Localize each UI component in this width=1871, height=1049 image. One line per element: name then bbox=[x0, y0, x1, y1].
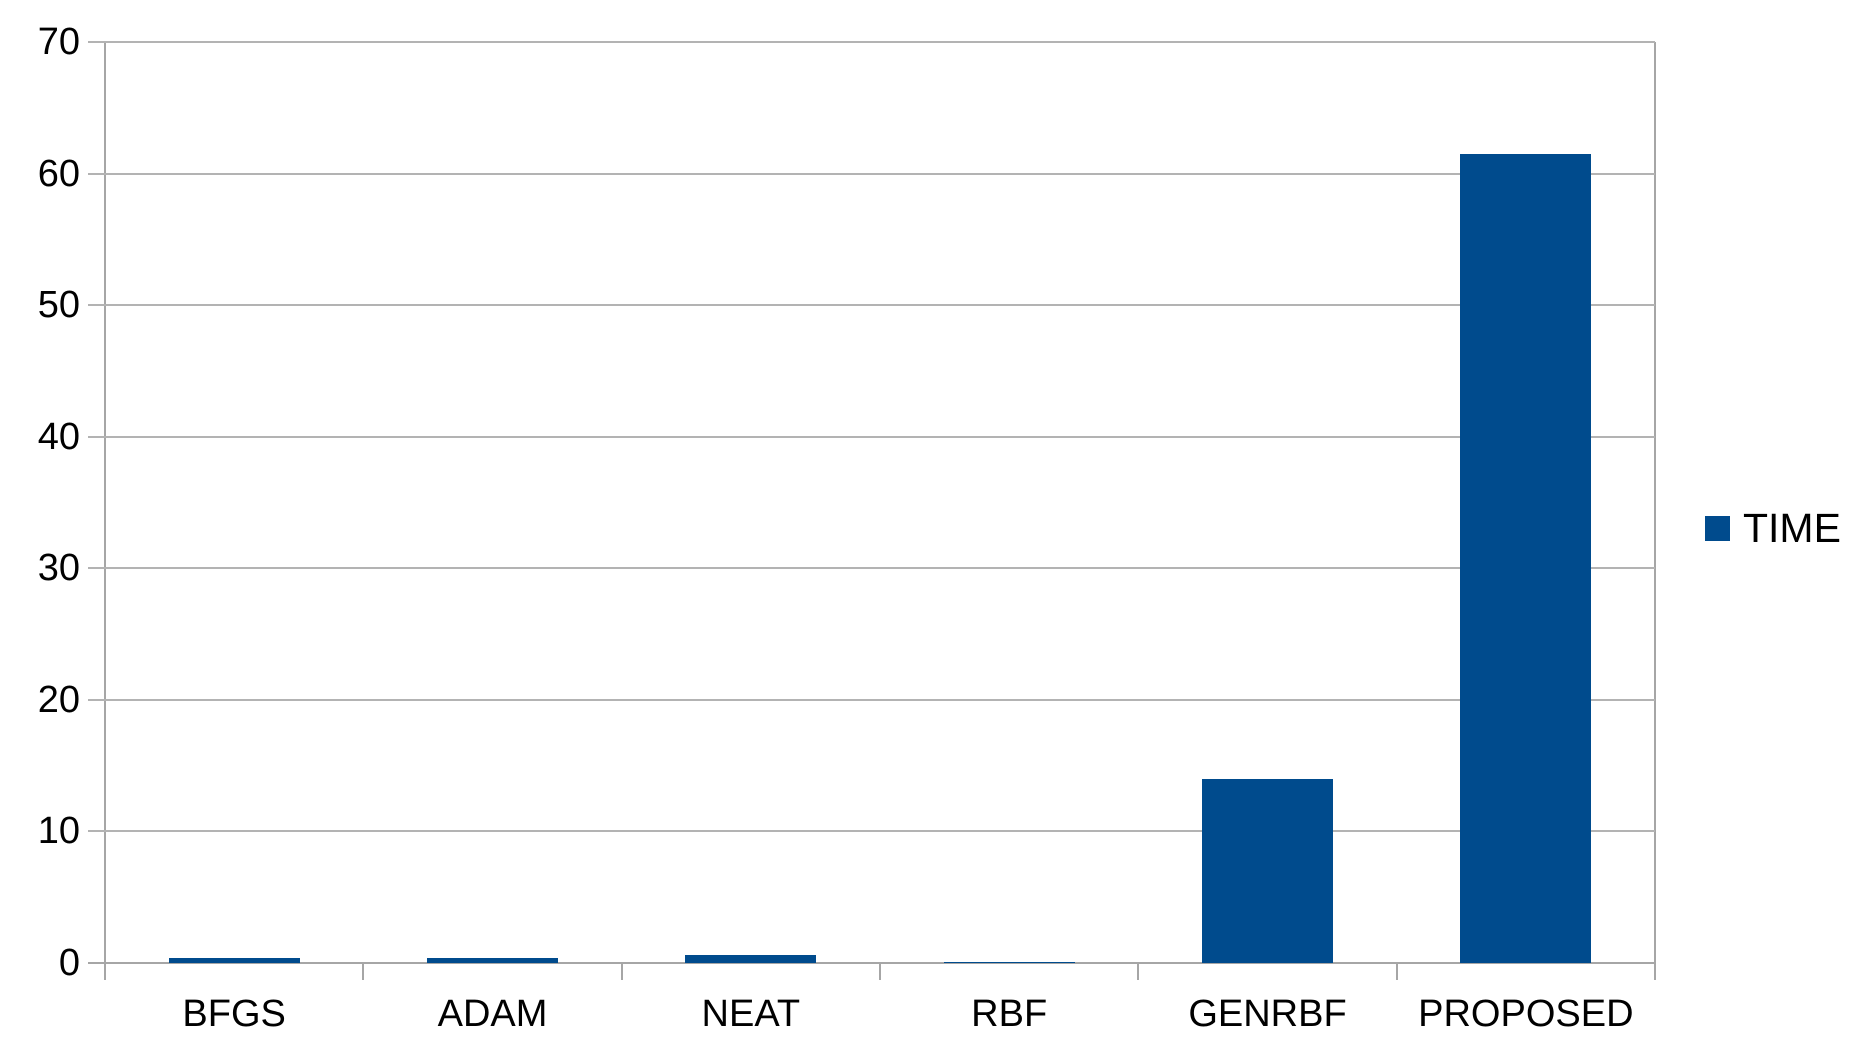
bar-genrbf bbox=[1202, 779, 1333, 963]
y-axis-tick-label: 20 bbox=[37, 678, 80, 721]
y-axis-tick-label: 60 bbox=[37, 152, 80, 195]
y-gridline bbox=[88, 567, 1655, 570]
y-axis-tick-label: 70 bbox=[37, 21, 80, 63]
bar-rbf bbox=[943, 962, 1075, 963]
bar-adam bbox=[427, 958, 558, 963]
plot-right-border-line bbox=[1654, 42, 1656, 980]
x-axis-line bbox=[88, 962, 1655, 964]
legend: TIME bbox=[1705, 506, 1841, 550]
x-axis-tick bbox=[362, 963, 365, 980]
x-axis-category-label: NEAT bbox=[701, 993, 801, 1035]
bar-neat bbox=[685, 955, 817, 963]
y-axis-tick-label: 30 bbox=[37, 547, 80, 590]
bar-proposed bbox=[1460, 154, 1592, 963]
plot-area bbox=[88, 41, 1656, 980]
x-axis-tick bbox=[1395, 963, 1398, 980]
y-axis-tick-label: 0 bbox=[58, 942, 80, 984]
x-axis-tick bbox=[104, 963, 106, 980]
bar-bfgs bbox=[168, 958, 300, 963]
x-axis-category-label: BFGS bbox=[182, 993, 286, 1035]
y-gridline bbox=[88, 304, 1655, 307]
y-axis-tick-label: 50 bbox=[37, 284, 80, 327]
y-gridline bbox=[88, 830, 1655, 833]
x-axis-category-label: RBF bbox=[971, 993, 1048, 1035]
x-axis-tick bbox=[879, 963, 881, 980]
x-axis-category-label: GENRBF bbox=[1188, 993, 1347, 1035]
legend-color-swatch bbox=[1705, 515, 1730, 541]
y-axis-tick-label: 10 bbox=[37, 810, 80, 853]
y-gridline bbox=[88, 41, 1655, 43]
legend-label: TIME bbox=[1743, 505, 1841, 551]
y-axis-tick-label: 40 bbox=[37, 415, 80, 458]
x-axis-tick bbox=[1654, 963, 1656, 980]
y-gridline bbox=[88, 435, 1655, 438]
x-axis-tick bbox=[1137, 963, 1140, 980]
y-gridline bbox=[88, 172, 1655, 175]
x-axis-tick bbox=[620, 963, 623, 980]
y-axis-line bbox=[104, 42, 106, 980]
y-gridline bbox=[88, 698, 1655, 701]
x-axis-category-label: PROPOSED bbox=[1418, 993, 1634, 1035]
x-axis-category-label: ADAM bbox=[437, 993, 548, 1035]
